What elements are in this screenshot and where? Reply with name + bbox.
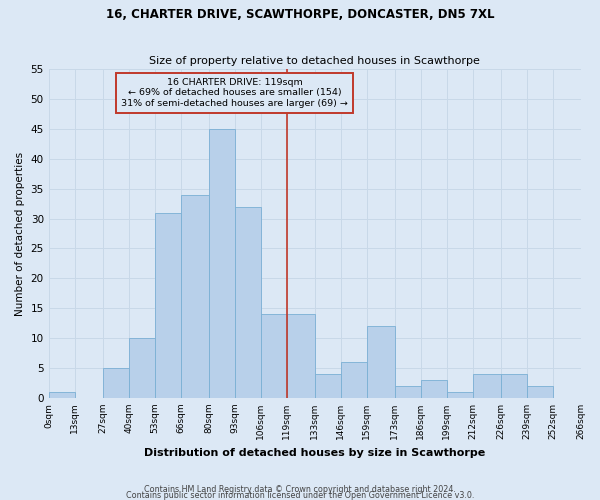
Bar (367, 326, 395, 398)
Y-axis label: Number of detached properties: Number of detached properties (15, 152, 25, 316)
Text: Contains HM Land Registry data © Crown copyright and database right 2024.: Contains HM Land Registry data © Crown c… (144, 485, 456, 494)
Bar (209, 129, 235, 398)
Bar (395, 386, 421, 398)
Bar (103, 368, 128, 398)
Bar (155, 212, 181, 398)
Bar (527, 386, 553, 398)
Text: 16 CHARTER DRIVE: 119sqm
← 69% of detached houses are smaller (154)
31% of semi-: 16 CHARTER DRIVE: 119sqm ← 69% of detach… (121, 78, 348, 108)
Bar (473, 374, 500, 398)
Bar (49, 392, 74, 398)
Bar (287, 314, 314, 398)
Bar (235, 206, 260, 398)
Bar (260, 314, 287, 398)
X-axis label: Distribution of detached houses by size in Scawthorpe: Distribution of detached houses by size … (144, 448, 485, 458)
Text: 16, CHARTER DRIVE, SCAWTHORPE, DONCASTER, DN5 7XL: 16, CHARTER DRIVE, SCAWTHORPE, DONCASTER… (106, 8, 494, 20)
Bar (341, 362, 367, 398)
Bar (500, 374, 527, 398)
Bar (421, 380, 446, 398)
Title: Size of property relative to detached houses in Scawthorpe: Size of property relative to detached ho… (149, 56, 480, 66)
Bar (446, 392, 473, 398)
Text: Contains public sector information licensed under the Open Government Licence v3: Contains public sector information licen… (126, 490, 474, 500)
Bar (181, 194, 209, 398)
Bar (128, 338, 155, 398)
Bar (314, 374, 341, 398)
